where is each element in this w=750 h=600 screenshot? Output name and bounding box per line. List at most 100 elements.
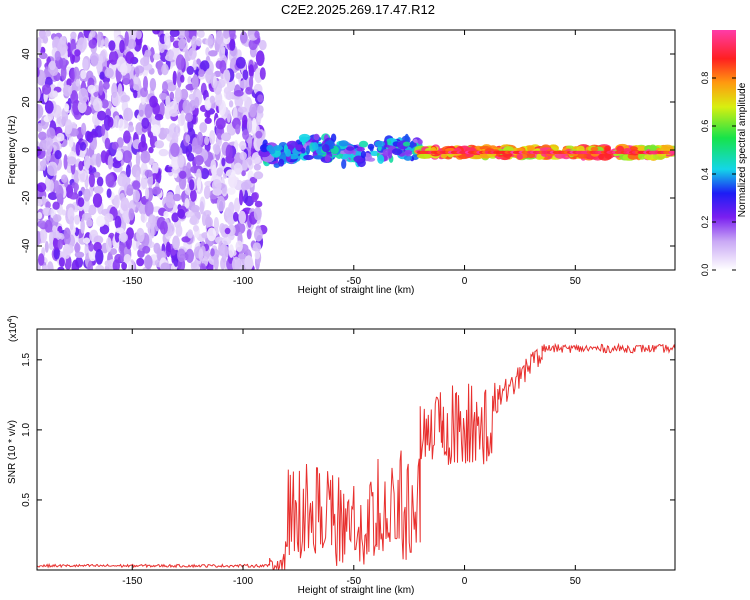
heatmap-cell bbox=[114, 194, 120, 209]
colorbar-tick-label: 0.0 bbox=[700, 264, 710, 277]
heatmap-cell bbox=[154, 140, 165, 149]
heatmap-cell bbox=[259, 67, 266, 80]
heatmap-cell bbox=[115, 227, 124, 234]
colorbar-ticks: 0.0 0.2 0.4 0.6 0.8 bbox=[700, 72, 736, 277]
heatmap-cell bbox=[356, 146, 365, 152]
heatmap-cell bbox=[74, 242, 81, 253]
heatmap-cell bbox=[156, 247, 162, 261]
x-tick-label: -150 bbox=[122, 276, 142, 287]
y-tick-label: 0 bbox=[21, 147, 32, 153]
heatmap-cell bbox=[138, 141, 148, 153]
heatmap-cell bbox=[92, 97, 103, 112]
heatmap-cell bbox=[40, 227, 48, 244]
heatmap-cell bbox=[74, 214, 81, 225]
spectrogram-x-label: Height of straight line (km) bbox=[298, 285, 415, 296]
heatmap-cell bbox=[196, 131, 204, 146]
heatmap-cell bbox=[62, 243, 71, 259]
heatmap-cell bbox=[196, 37, 202, 47]
heatmap-cell bbox=[125, 51, 135, 64]
heatmap-cell bbox=[358, 140, 369, 148]
heatmap-cell bbox=[199, 201, 204, 215]
figure-title: C2E2.2025.269.17.47.R12 bbox=[281, 2, 435, 17]
heatmap-cell bbox=[249, 103, 257, 118]
heatmap-cell bbox=[62, 84, 73, 97]
heatmap-cell bbox=[61, 174, 68, 183]
heatmap-cell bbox=[145, 187, 150, 200]
heatmap-cell bbox=[228, 201, 235, 216]
heatmap-cell bbox=[119, 39, 125, 54]
heatmap-cell bbox=[144, 104, 153, 119]
heatmap-cell bbox=[180, 110, 185, 126]
heatmap-cell bbox=[233, 90, 244, 97]
heatmap-cell bbox=[367, 143, 375, 150]
heatmap-cell bbox=[402, 141, 411, 147]
heatmap-cell bbox=[52, 214, 62, 223]
heatmap-cell bbox=[79, 141, 87, 151]
heatmap-cell bbox=[99, 71, 105, 80]
heatmap-cell bbox=[170, 248, 176, 256]
heatmap-cell bbox=[125, 164, 131, 178]
heatmap-cell bbox=[321, 143, 330, 153]
heatmap-cell bbox=[235, 222, 246, 234]
heatmap-cell bbox=[235, 240, 243, 252]
heatmap-cell bbox=[182, 99, 191, 114]
heatmap-cell bbox=[41, 265, 49, 270]
heatmap-cell bbox=[228, 30, 236, 39]
heatmap-cell bbox=[68, 192, 79, 200]
heatmap-cell bbox=[192, 59, 197, 71]
heatmap-cell bbox=[109, 248, 118, 255]
colorbar-tick-label: 0.6 bbox=[700, 120, 710, 133]
heatmap-cell bbox=[104, 67, 114, 79]
heatmap-cell bbox=[228, 174, 238, 188]
heatmap-cell bbox=[123, 130, 131, 144]
heatmap-cell bbox=[86, 218, 93, 227]
heatmap-cell bbox=[187, 76, 192, 85]
heatmap-cell bbox=[144, 169, 153, 178]
heatmap-cell bbox=[78, 160, 84, 171]
heatmap-cell bbox=[465, 153, 474, 158]
heatmap-cell bbox=[404, 149, 412, 157]
heatmap-cell bbox=[303, 154, 314, 161]
heatmap-cell bbox=[97, 31, 102, 48]
heatmap-cell bbox=[239, 31, 248, 44]
heatmap-cell bbox=[208, 50, 218, 57]
heatmap-cell bbox=[163, 210, 169, 218]
heatmap-cell bbox=[253, 206, 262, 221]
snr-x-label: Height of straight line (km) bbox=[298, 585, 415, 596]
heatmap-cell bbox=[187, 152, 195, 162]
spectrogram-panel: -150 -100 -50 0 50 -40 -20 0 20 40 Height of str… bbox=[7, 29, 676, 296]
heatmap-cell bbox=[199, 263, 207, 270]
spectrogram-x-ticks: -150 -100 -50 0 50 bbox=[122, 30, 581, 287]
heatmap-cell bbox=[285, 148, 291, 157]
heatmap-cell bbox=[213, 80, 222, 95]
heatmap-cell bbox=[149, 95, 158, 108]
heatmap-cell bbox=[54, 150, 62, 160]
heatmap-cell bbox=[158, 148, 169, 157]
heatmap-cell bbox=[255, 130, 263, 139]
heatmap-cell bbox=[104, 137, 111, 150]
heatmap-cell bbox=[56, 132, 65, 142]
heatmap-cell bbox=[82, 58, 89, 71]
colorbar: 0.0 0.2 0.4 0.6 0.8 Normalized spectral ampl… bbox=[700, 30, 748, 276]
heatmap-cell bbox=[135, 30, 142, 40]
heatmap-cell bbox=[67, 156, 77, 165]
y-tick-label: 0.5 bbox=[21, 493, 32, 507]
heatmap-cell bbox=[144, 255, 153, 270]
heatmap-cell bbox=[233, 197, 241, 213]
heatmap-cell bbox=[68, 136, 74, 148]
heatmap-cell bbox=[132, 189, 141, 203]
snr-panel: -150 -100 -50 0 50 0.5 1.0 1.5 Height of strai… bbox=[7, 315, 676, 596]
heatmap-cell bbox=[239, 140, 247, 150]
heatmap-cell bbox=[124, 31, 129, 47]
heatmap-cell bbox=[114, 215, 122, 229]
heatmap-cell bbox=[132, 180, 141, 190]
heatmap-cell bbox=[254, 250, 260, 260]
heatmap-cell bbox=[474, 145, 482, 151]
heatmap-cell bbox=[159, 220, 168, 235]
heatmap-cell bbox=[154, 113, 164, 121]
heatmap-cell bbox=[187, 229, 194, 239]
heatmap-cell bbox=[237, 253, 247, 260]
heatmap-cell bbox=[417, 153, 431, 159]
heatmap-cell bbox=[286, 140, 298, 149]
heatmap-cell bbox=[360, 150, 366, 159]
